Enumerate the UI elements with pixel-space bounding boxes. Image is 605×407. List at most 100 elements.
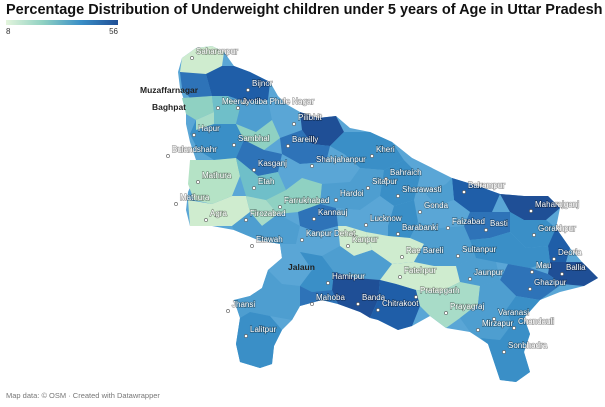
district-marker — [418, 210, 422, 214]
district-label: Varanasi — [498, 308, 529, 317]
region-mathura — [188, 158, 240, 204]
district-label: Bareilly — [292, 135, 318, 144]
district-label: Chandauli — [518, 317, 554, 326]
region-agra — [188, 196, 250, 226]
district-marker — [398, 275, 402, 279]
district-label: Maharajganj — [535, 200, 579, 209]
district-label: Agra — [210, 209, 227, 218]
district-label: Meerut — [222, 97, 248, 106]
district-label: Bijnor — [252, 79, 273, 88]
region-pratapgarh — [380, 262, 460, 292]
region-sitapur — [380, 160, 420, 206]
region-pilibhit — [300, 112, 344, 146]
district-label: Pilibhit — [298, 113, 322, 122]
district-marker — [444, 311, 448, 315]
district-marker — [196, 180, 200, 184]
district-marker — [216, 106, 220, 110]
legend-max-label: 56 — [109, 27, 118, 36]
district-marker — [366, 186, 370, 190]
district-label: Balrampur — [468, 181, 505, 190]
district-label: Sambhal — [238, 134, 270, 143]
district-marker — [396, 232, 400, 236]
region-bulandshahr — [190, 120, 244, 160]
region-deoria — [548, 228, 570, 262]
district-label: Mahoba — [316, 293, 345, 302]
district-label: Fatehpur — [404, 266, 436, 275]
district-label: Saharanpur — [196, 47, 238, 56]
district-marker — [400, 255, 404, 259]
district-label: Hapur — [198, 124, 220, 133]
district-label: Ballia — [566, 263, 586, 272]
legend-gradient-bar — [6, 20, 118, 25]
region-lalitpur — [236, 312, 282, 368]
district-marker — [456, 254, 460, 258]
district-label: Mau — [536, 261, 552, 270]
district-marker — [356, 302, 360, 306]
district-label: Muzaffarnagar — [140, 85, 199, 95]
district-marker — [334, 198, 338, 202]
district-label: Deoria — [558, 248, 582, 257]
region-ghazipur — [500, 264, 562, 300]
district-label: Jalaun — [288, 262, 315, 272]
district-label: Prayagraj — [450, 302, 484, 311]
district-label: Sultanpur — [462, 245, 497, 254]
district-label: Firozabad — [250, 209, 286, 218]
region-bareilly — [280, 130, 330, 164]
district-marker — [529, 209, 533, 213]
region-sambhal — [236, 120, 280, 150]
region-kannauj — [298, 204, 338, 232]
district-marker — [528, 287, 532, 291]
district-label: Jaunpur — [474, 268, 503, 277]
district-marker — [414, 295, 418, 299]
region-rae-bareli — [366, 232, 424, 264]
district-label: Chitrakoot — [382, 299, 419, 308]
district-marker — [252, 186, 256, 190]
map-credit-footer: Map data: © OSM · Created with Datawrapp… — [6, 391, 160, 400]
region-gonda — [414, 200, 470, 228]
district-marker — [300, 238, 304, 242]
region-kasganj — [236, 140, 282, 176]
district-label: Jyotiba Phule Nagar — [242, 97, 314, 106]
district-label: Ghazipur — [534, 278, 567, 287]
region-baghpat — [182, 96, 214, 120]
map-title: Percentage Distribution of Underweight c… — [6, 2, 603, 18]
district-marker — [244, 334, 248, 338]
district-label: Hardoi — [340, 189, 364, 198]
district-marker — [192, 133, 196, 137]
district-label: Rae Bareli — [406, 246, 444, 255]
district-marker — [532, 233, 536, 237]
region-etawah — [232, 212, 300, 244]
district-label: Hamirpur — [332, 272, 365, 281]
district-label: Sharawasti — [402, 185, 442, 194]
region-hapur — [196, 112, 214, 130]
district-label: Pratapgarh — [420, 286, 460, 295]
district-marker — [286, 144, 290, 148]
region-lucknow — [336, 196, 394, 232]
region-sonbhadra — [480, 318, 530, 382]
region-chitrakoot — [370, 280, 420, 330]
district-marker — [502, 350, 506, 354]
region-jhansi — [234, 270, 300, 320]
district-marker — [492, 317, 496, 321]
region-maharajganj — [500, 194, 560, 220]
region-kanpur — [338, 226, 372, 256]
district-label: Bulandshahr — [172, 145, 217, 154]
district-label: Baghpat — [152, 102, 186, 112]
district-label: Etah — [258, 177, 274, 186]
district-marker — [190, 56, 194, 60]
district-label: Jhansi — [232, 300, 255, 309]
district-label: Basti — [490, 219, 508, 228]
region-saharanpur — [180, 46, 224, 76]
district-marker — [246, 88, 250, 92]
color-legend: 8 56 — [6, 20, 118, 36]
region-sultanpur — [414, 240, 476, 266]
district-marker — [476, 328, 480, 332]
district-marker — [376, 308, 380, 312]
district-marker — [244, 218, 248, 222]
district-label: Lucknow — [370, 214, 402, 223]
district-marker — [310, 164, 314, 168]
district-label: Bahraich — [390, 168, 422, 177]
region-mahoba — [300, 286, 338, 306]
district-marker — [346, 244, 350, 248]
region-mirzapur — [460, 304, 512, 340]
